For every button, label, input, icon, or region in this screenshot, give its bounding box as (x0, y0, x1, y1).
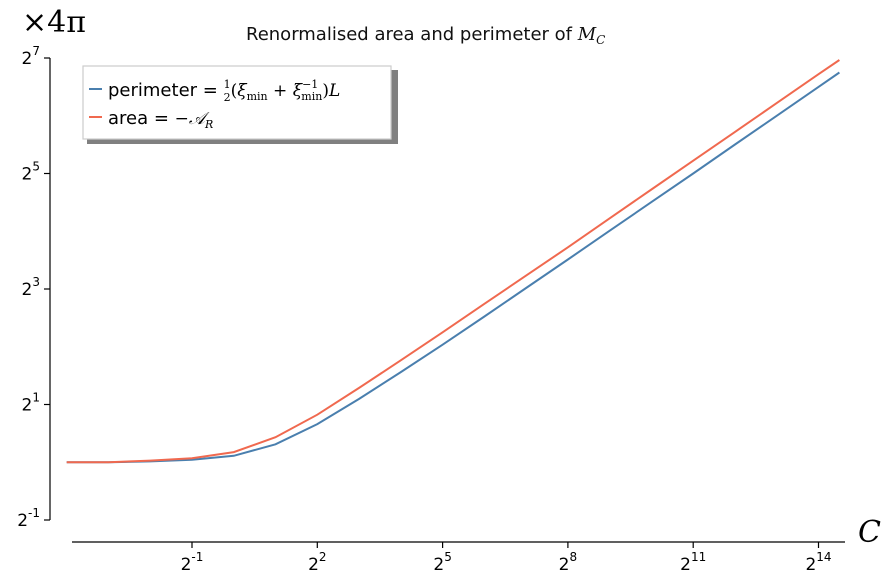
legend-entry-perimeter: perimeter = 1 2(ξmin + ξ−1 min)L (108, 78, 340, 104)
x-tick-label: 214 (805, 550, 831, 575)
series-line-perimeter (66, 71, 840, 464)
series-layer (66, 59, 840, 464)
y-tick-label: 27 (22, 44, 40, 69)
x-tick-label: 25 (433, 550, 451, 575)
y-tick-label: 21 (22, 391, 40, 416)
y-tick-label: 23 (22, 275, 40, 300)
legend-entry-area: area = −𝒜R (108, 108, 213, 131)
legend: perimeter = 1 2(ξmin + ξ−1 min)L area = −𝒜… (82, 65, 398, 144)
x-axis-label: C (858, 515, 881, 550)
y-ticks: 2-1 21 23 25 27 (17, 44, 50, 531)
x-tick-label: 211 (680, 550, 706, 575)
legend-box (82, 65, 392, 140)
x-tick-label: 28 (559, 550, 577, 575)
y-tick-label: 25 (22, 160, 40, 185)
y-axis-label: ×4π (22, 5, 86, 40)
x-ticks: 2-1 22 25 28 211 214 (181, 542, 832, 575)
series-line-area (66, 59, 840, 464)
chart-title: Renormalised area and perimeter of MC (246, 24, 605, 47)
x-tick-label: 22 (308, 550, 326, 575)
x-tick-label: 2-1 (181, 550, 204, 575)
y-tick-label: 2-1 (17, 506, 40, 531)
